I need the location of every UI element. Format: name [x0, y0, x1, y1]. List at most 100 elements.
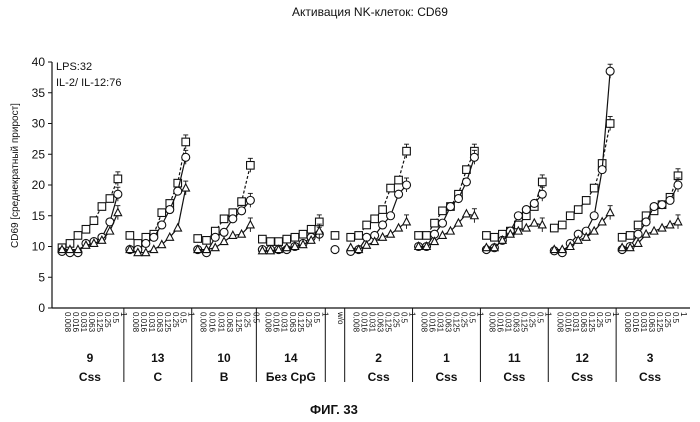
square-point: [73, 231, 83, 240]
group-number-label: 1: [443, 351, 450, 365]
group-number-label: 9: [87, 351, 94, 365]
x-tick-label: 0.063: [511, 312, 520, 333]
triangle-point: [445, 225, 456, 235]
circle-point: [633, 229, 643, 239]
group-type-label: Css: [368, 370, 390, 384]
square-series-line: [61, 178, 119, 249]
circle-point: [157, 220, 167, 230]
square-point: [246, 160, 255, 170]
square-point: [362, 220, 371, 230]
triangle-point: [565, 241, 575, 251]
triangle-point: [273, 244, 284, 254]
triangle-point: [537, 219, 547, 229]
x-tick-label: 0.25: [103, 312, 112, 328]
triangle-point: [489, 242, 500, 252]
triangle-point: [141, 247, 151, 257]
x-tick-label: 0.016: [563, 312, 572, 333]
x-tick-label: 0.031: [79, 312, 88, 333]
circle-point: [210, 232, 220, 242]
circle-point: [665, 195, 675, 205]
triangle-point: [581, 231, 591, 241]
square-point: [605, 119, 615, 128]
circle-point: [589, 211, 599, 221]
circle-point: [165, 205, 175, 215]
y-tick-label: 35: [32, 86, 46, 100]
square-point: [306, 224, 316, 234]
circle-point: [245, 195, 255, 205]
square-point: [193, 234, 203, 243]
x-tick-label: 0.008: [131, 312, 140, 333]
triangle-point: [245, 219, 256, 229]
x-tick-label: 0.5: [400, 312, 409, 324]
circle-point: [149, 232, 159, 242]
square-point: [422, 231, 431, 240]
x-tick-label: 0.063: [443, 312, 452, 333]
circle-point: [537, 189, 547, 199]
x-tick-label: 0.031: [436, 312, 445, 333]
square-point: [181, 137, 191, 147]
annotation-lps: LPS:32: [56, 61, 92, 73]
triangle-point: [89, 238, 99, 247]
group-type-label: Css: [79, 370, 101, 384]
x-tick-label: 0.031: [639, 312, 648, 333]
y-tick-label: 30: [32, 117, 46, 131]
circle-point: [673, 180, 683, 190]
square-point: [549, 223, 559, 233]
x-tick-label: 0.016: [428, 312, 437, 333]
x-tick-label: 0.008: [199, 312, 208, 333]
square-point: [125, 231, 135, 240]
circle-point: [394, 189, 404, 199]
square-point: [157, 208, 167, 218]
x-tick-label: 0.031: [280, 312, 289, 333]
triangle-point: [377, 231, 388, 241]
x-tick-label: 0.5: [111, 312, 120, 324]
square-point: [346, 232, 356, 242]
triangle-series-line: [418, 213, 475, 248]
circle-point: [237, 206, 247, 216]
triangle-point: [113, 207, 123, 217]
square-point: [557, 220, 567, 230]
triangle-point: [617, 242, 627, 252]
triangle-point: [228, 230, 238, 239]
group-number-label: 3: [647, 351, 654, 365]
x-tick-label: 0.063: [87, 312, 96, 333]
chart-title: Активация NK-клеток: CD69: [292, 5, 448, 19]
square-point: [386, 183, 395, 193]
x-tick-label: 0.5: [603, 312, 612, 324]
x-tick-label: 0.125: [519, 312, 528, 333]
triangle-point: [236, 228, 247, 238]
x-tick-label: 0.5: [179, 312, 188, 324]
triangle-point: [97, 234, 107, 244]
x-tick-label: 0.125: [95, 312, 104, 333]
square-point: [581, 196, 591, 205]
wo-square-point: [330, 231, 340, 240]
triangle-point: [521, 222, 532, 232]
circle-point: [181, 152, 191, 162]
x-tick-label: 0.016: [207, 312, 216, 333]
triangle-point: [469, 210, 480, 220]
triangle-point: [437, 230, 448, 239]
triangle-point: [173, 222, 183, 232]
group-type-label: Без CpG: [266, 370, 316, 384]
circle-point: [386, 211, 396, 221]
triangle-point: [290, 241, 300, 251]
x-tick-label: 0.125: [451, 312, 460, 333]
triangle-point: [557, 244, 567, 254]
triangle-point: [219, 236, 229, 246]
square-point: [105, 194, 115, 203]
triangle-point: [605, 207, 615, 217]
circle-point: [461, 177, 471, 187]
circle-point: [453, 193, 464, 204]
triangle-point: [453, 217, 464, 227]
triangle-point: [673, 216, 683, 226]
x-tick-label: 0.008: [623, 312, 632, 333]
x-tick-label: 0.25: [459, 312, 468, 328]
y-tick-label: 15: [32, 209, 46, 223]
circle-point: [378, 220, 388, 230]
x-tick-label: 0.016: [495, 312, 504, 333]
circle-point: [529, 198, 539, 208]
group-type-label: Css: [435, 370, 457, 384]
triangle-point: [165, 231, 175, 241]
square-point: [282, 234, 292, 244]
x-tick-label: 0.5: [312, 312, 321, 324]
